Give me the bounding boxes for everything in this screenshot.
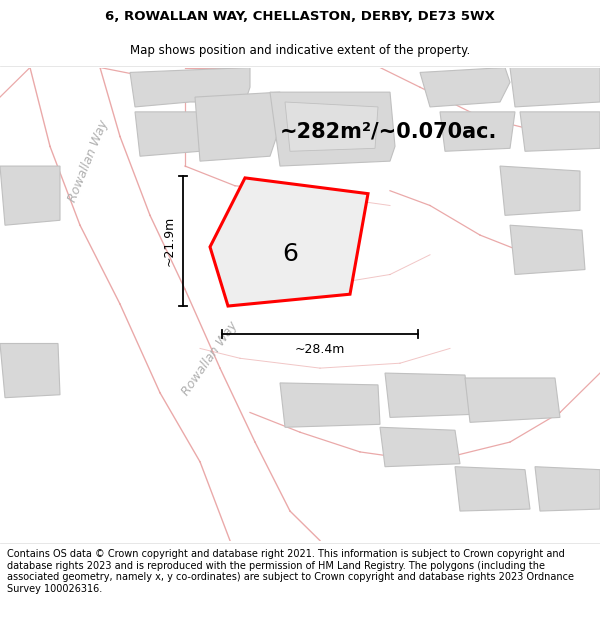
Polygon shape [210,178,368,306]
Text: 6: 6 [282,242,298,266]
Polygon shape [535,467,600,511]
Polygon shape [0,166,60,225]
Polygon shape [380,428,460,467]
Polygon shape [500,166,580,216]
Polygon shape [510,68,600,107]
Text: 6, ROWALLAN WAY, CHELLASTON, DERBY, DE73 5WX: 6, ROWALLAN WAY, CHELLASTON, DERBY, DE73… [105,11,495,23]
Polygon shape [195,92,280,161]
Text: ~21.9m: ~21.9m [163,216,176,266]
Polygon shape [280,383,380,428]
Polygon shape [455,467,530,511]
Polygon shape [135,112,200,156]
Polygon shape [130,68,250,107]
Polygon shape [420,68,510,107]
Polygon shape [385,373,470,418]
Text: Rowallan Way: Rowallan Way [65,118,110,204]
Polygon shape [440,112,515,151]
Polygon shape [0,344,60,398]
Polygon shape [270,92,395,166]
Polygon shape [285,102,378,151]
Text: Map shows position and indicative extent of the property.: Map shows position and indicative extent… [130,44,470,57]
Polygon shape [520,112,600,151]
Polygon shape [465,378,560,423]
Text: Rowallan Way: Rowallan Way [179,319,241,398]
Text: Contains OS data © Crown copyright and database right 2021. This information is : Contains OS data © Crown copyright and d… [7,549,574,594]
Polygon shape [510,225,585,274]
Text: ~282m²/~0.070ac.: ~282m²/~0.070ac. [280,122,497,142]
Text: ~28.4m: ~28.4m [295,343,345,356]
